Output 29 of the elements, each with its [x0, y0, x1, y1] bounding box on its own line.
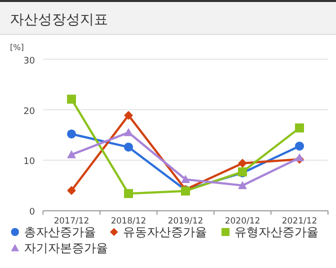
- legend-label: 총자산증가율: [24, 225, 96, 239]
- y-tick-label: 20: [24, 106, 36, 117]
- legend-label: 자기자본증가율: [24, 241, 108, 255]
- point: [238, 158, 247, 168]
- y-tick-label: 0: [29, 208, 36, 218]
- x-tick-label: 2017/12: [54, 216, 90, 227]
- x-tick-label: 2021/12: [282, 216, 318, 227]
- point: [67, 94, 76, 104]
- x-tick-label: 2019/12: [168, 216, 204, 227]
- point: [124, 142, 133, 152]
- point: [67, 186, 76, 196]
- x-tick-label: 2018/12: [110, 216, 146, 227]
- point: [295, 153, 304, 162]
- point: [67, 129, 76, 138]
- point: [124, 189, 133, 198]
- y-tick-label: 10: [24, 157, 36, 168]
- chart-title: 자산성장성지표: [10, 12, 108, 28]
- point: [67, 150, 76, 158]
- legend-label: 유형자산증가율: [234, 225, 318, 239]
- x-tick-label: 2020/12: [224, 216, 260, 227]
- point: [181, 174, 190, 184]
- point: [124, 128, 133, 136]
- y-tick-label: 30: [24, 56, 36, 66]
- y-axis-title: [%]: [10, 43, 24, 52]
- point: [238, 180, 247, 190]
- point: [295, 142, 304, 151]
- point: [124, 110, 133, 120]
- legend-label: 유동자산증가율: [123, 225, 207, 239]
- point: [295, 123, 304, 132]
